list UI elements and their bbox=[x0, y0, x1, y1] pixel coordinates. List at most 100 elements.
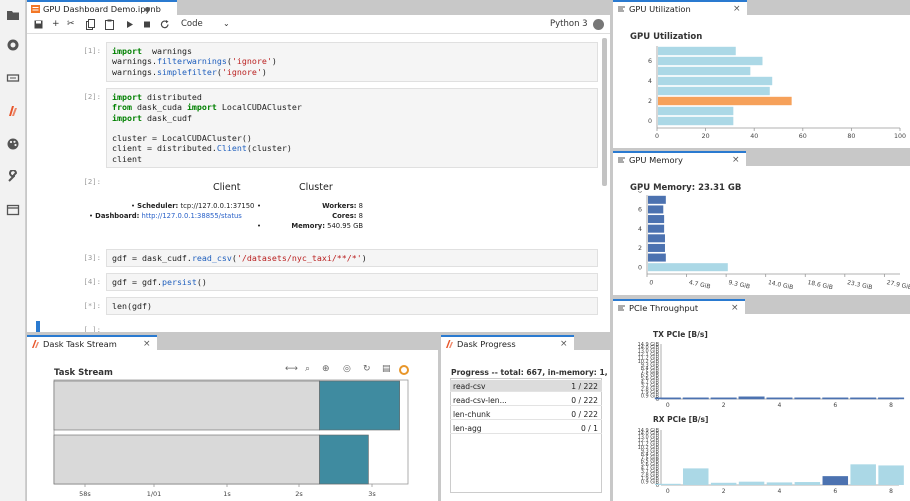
code-token: client bbox=[112, 153, 142, 164]
code-token: cluster = LocalCUDACluster() bbox=[112, 133, 252, 144]
cell-4[interactable]: [4]: gdf = gdf.persist() bbox=[27, 273, 598, 291]
close-icon[interactable]: × bbox=[143, 339, 151, 349]
code-cell-input[interactable]: import distributed from dask_cuda import… bbox=[106, 88, 598, 168]
cell-2[interactable]: [2]: import distributed from dask_cuda i… bbox=[27, 88, 598, 168]
notebook-tab[interactable]: GPU Dashboard Demo.ipynb bbox=[27, 0, 177, 15]
bar bbox=[648, 224, 665, 233]
y-tick-label: 14.9 GiB bbox=[638, 428, 660, 434]
chart-icon bbox=[618, 157, 625, 163]
save-icon[interactable] bbox=[34, 19, 43, 30]
restart-icon[interactable] bbox=[160, 19, 170, 30]
bar bbox=[682, 397, 709, 400]
close-icon[interactable]: × bbox=[731, 303, 739, 313]
code-cell-input[interactable]: gdf = dask_cudf.read_csv('/datasets/nyc_… bbox=[106, 249, 598, 267]
wrench-icon[interactable] bbox=[6, 170, 20, 184]
code-cell-input[interactable]: len(gdf) bbox=[106, 297, 598, 315]
bar bbox=[658, 76, 773, 86]
y-tick-label: 0 bbox=[656, 397, 659, 403]
y-tick-label: 14.9 GiB bbox=[638, 342, 660, 348]
pcie-tab-label: PCIe Throughput bbox=[629, 303, 699, 313]
progress-task-name: len-agg bbox=[453, 424, 482, 433]
add-cell-icon[interactable]: + bbox=[52, 19, 60, 29]
gpu-utilization-tab-label: GPU Utilization bbox=[629, 4, 691, 14]
gpu-utilization-tab[interactable]: GPU Utilization × bbox=[613, 0, 747, 15]
pan-icon[interactable]: ⟷ bbox=[285, 364, 298, 374]
cores-value: 8 bbox=[358, 212, 363, 220]
cell-3[interactable]: [3]: gdf = dask_cudf.read_csv('/datasets… bbox=[27, 249, 598, 267]
code-cell-input[interactable]: import warnings warnings.filterwarnings(… bbox=[106, 42, 598, 82]
close-icon[interactable]: × bbox=[732, 155, 740, 165]
progress-row[interactable]: len-agg 0 / 1 bbox=[450, 422, 602, 434]
cell-6[interactable]: [ ]: bbox=[27, 321, 598, 332]
progress-row[interactable]: read-csv 1 / 222 bbox=[450, 380, 602, 392]
kernel-status-icon bbox=[593, 19, 604, 30]
cell-5[interactable]: [*]: len(gdf) bbox=[27, 297, 598, 315]
cluster-info: • Workers: 8 Cores: 8 • Memory: 540.95 GB bbox=[257, 202, 363, 230]
bar bbox=[794, 397, 821, 400]
kernel-name[interactable]: Python 3 bbox=[550, 19, 588, 29]
y-tick-label: 2 bbox=[648, 98, 652, 105]
code-token: import bbox=[112, 46, 142, 56]
copy-icon[interactable] bbox=[86, 19, 95, 30]
x-tick-label: 8 bbox=[889, 488, 893, 495]
workers-label: Workers: bbox=[322, 202, 357, 210]
notebook-scrollbar[interactable] bbox=[602, 38, 607, 186]
unsaved-dot-icon[interactable] bbox=[145, 7, 150, 12]
y-tick-label: 2.8 GiB bbox=[641, 386, 660, 392]
bar bbox=[658, 96, 792, 106]
workers-value: 8 bbox=[358, 202, 363, 210]
code-token: filterwarnings bbox=[156, 56, 227, 67]
zoom-box-icon[interactable]: ⌕ bbox=[305, 364, 311, 374]
y-tick-label: 0 bbox=[638, 264, 642, 271]
chevron-down-icon[interactable]: ⌄ bbox=[223, 19, 230, 28]
bar bbox=[658, 46, 736, 56]
palette-icon[interactable] bbox=[6, 137, 20, 151]
close-icon[interactable]: × bbox=[733, 4, 741, 14]
cores-label: Cores: bbox=[332, 212, 357, 220]
progress-row[interactable]: len-chunk 0 / 222 bbox=[450, 408, 602, 420]
close-icon[interactable]: × bbox=[560, 339, 568, 349]
save-plot-icon[interactable]: ▤ bbox=[382, 364, 391, 374]
gpu-memory-tab[interactable]: GPU Memory × bbox=[613, 151, 746, 166]
stop-icon[interactable] bbox=[143, 19, 151, 30]
cut-icon[interactable]: ✂ bbox=[67, 19, 75, 29]
commands-icon[interactable] bbox=[6, 71, 20, 85]
code-token: 'ignore' bbox=[221, 66, 262, 77]
y-tick-label: 8.4 GiB bbox=[641, 452, 660, 458]
tabs-icon[interactable] bbox=[6, 203, 20, 217]
x-tick-label: 20 bbox=[702, 133, 710, 140]
cell-1[interactable]: [1]: import warnings warnings.filterwarn… bbox=[27, 42, 598, 82]
y-tick-label: 0.9 GiB bbox=[641, 479, 660, 485]
y-tick-label: 8 bbox=[638, 191, 642, 194]
cell-prompt: [1]: bbox=[83, 46, 101, 55]
task-stream-tab[interactable]: Dask Task Stream × bbox=[27, 335, 157, 350]
running-icon[interactable] bbox=[6, 38, 20, 52]
x-tick-label: 40 bbox=[750, 133, 758, 140]
progress-row[interactable]: read-csv-len... 0 / 222 bbox=[450, 394, 602, 406]
cell-type-select[interactable]: Code bbox=[181, 19, 236, 30]
folder-icon[interactable] bbox=[6, 8, 20, 22]
dask-icon[interactable] bbox=[6, 104, 20, 118]
task-stream-title: Task Stream bbox=[54, 368, 113, 378]
code-token: persist bbox=[161, 277, 197, 287]
code-token: gdf = dask_cudf. bbox=[112, 253, 192, 263]
code-token: (cluster) bbox=[246, 143, 292, 154]
y-tick-label: 4.7 GiB bbox=[641, 380, 660, 386]
x-tick-label: 80 bbox=[847, 133, 855, 140]
reset-icon[interactable]: ↻ bbox=[363, 364, 371, 374]
paste-icon[interactable] bbox=[105, 19, 114, 30]
dask-icon bbox=[32, 340, 39, 348]
bar bbox=[822, 476, 849, 485]
x-tick-label: 100 bbox=[894, 133, 906, 140]
output-prompt: [2]: bbox=[83, 177, 101, 186]
pcie-tab[interactable]: PCIe Throughput × bbox=[613, 299, 745, 314]
code-cell-input[interactable]: gdf = gdf.persist() bbox=[106, 273, 598, 291]
wheel-zoom-x-icon[interactable]: ◎ bbox=[343, 364, 351, 374]
dashboard-link[interactable]: http://127.0.0.1:38855/status bbox=[141, 212, 242, 220]
wheel-zoom-icon[interactable]: ⊕ bbox=[322, 364, 330, 374]
dask-progress-tab[interactable]: Dask Progress × bbox=[441, 335, 574, 350]
y-tick-label: 9.3 GiB bbox=[641, 362, 660, 368]
run-icon[interactable] bbox=[126, 19, 134, 30]
code-token: '/datasets/nyc_taxi/**/*' bbox=[236, 253, 362, 263]
